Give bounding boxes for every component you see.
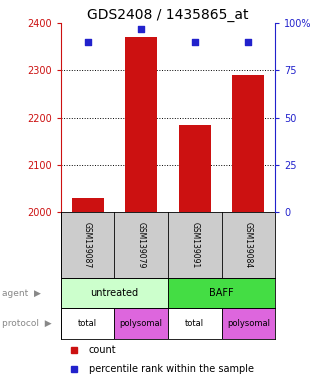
Bar bbox=[61, 278, 168, 308]
Bar bbox=[168, 308, 221, 339]
Text: protocol  ▶: protocol ▶ bbox=[2, 319, 51, 328]
Text: BAFF: BAFF bbox=[209, 288, 234, 298]
Point bbox=[85, 39, 90, 45]
Text: polysomal: polysomal bbox=[120, 319, 163, 328]
Bar bbox=[221, 308, 275, 339]
Bar bbox=[114, 308, 168, 339]
Text: count: count bbox=[89, 345, 116, 355]
Text: GSM139087: GSM139087 bbox=[83, 222, 92, 268]
Point bbox=[246, 39, 251, 45]
Bar bbox=[232, 75, 264, 212]
Text: polysomal: polysomal bbox=[227, 319, 270, 328]
Text: GSM139079: GSM139079 bbox=[137, 222, 146, 268]
Bar bbox=[168, 278, 275, 308]
Text: agent  ▶: agent ▶ bbox=[2, 289, 40, 298]
Point bbox=[192, 39, 197, 45]
Text: GSM139091: GSM139091 bbox=[190, 222, 199, 268]
Bar bbox=[125, 37, 157, 212]
Bar bbox=[72, 198, 104, 212]
Text: total: total bbox=[78, 319, 97, 328]
Point bbox=[139, 26, 144, 32]
Text: total: total bbox=[185, 319, 204, 328]
Title: GDS2408 / 1435865_at: GDS2408 / 1435865_at bbox=[87, 8, 249, 22]
Text: percentile rank within the sample: percentile rank within the sample bbox=[89, 364, 254, 374]
Bar bbox=[179, 124, 211, 212]
Text: untreated: untreated bbox=[90, 288, 139, 298]
Text: GSM139084: GSM139084 bbox=[244, 222, 253, 268]
Bar bbox=[61, 308, 114, 339]
